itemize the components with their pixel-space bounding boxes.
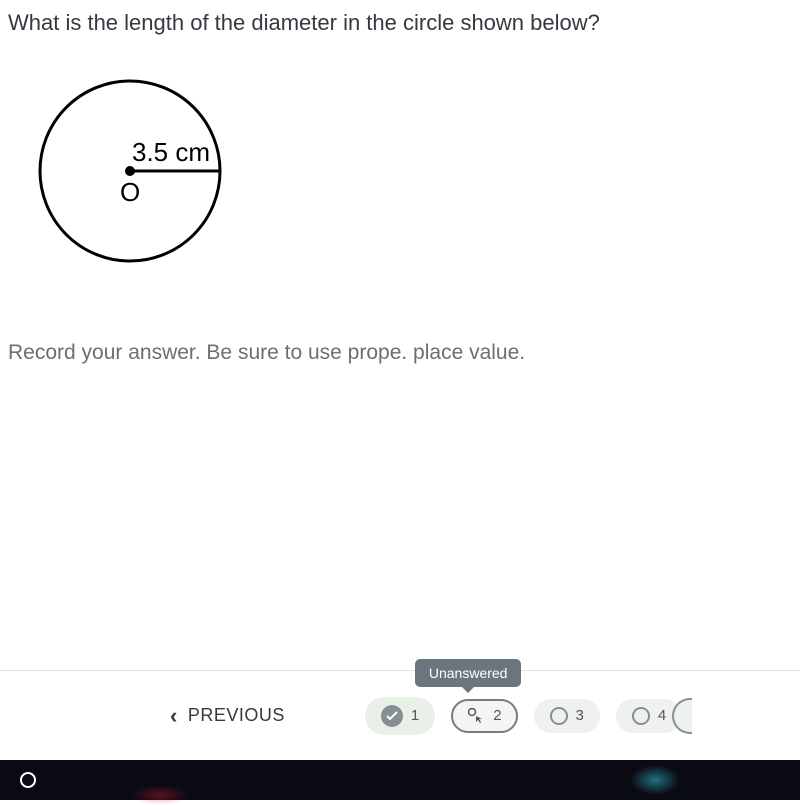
- radius-label: 3.5 cm: [132, 137, 210, 167]
- nav-item-number: 2: [493, 707, 501, 724]
- circle-indicator-icon: [550, 707, 568, 725]
- circle-indicator-icon: [632, 707, 650, 725]
- nav-item-2[interactable]: 2: [451, 699, 517, 733]
- chevron-left-icon: ‹: [170, 703, 178, 729]
- nav-item-number: 1: [411, 707, 419, 724]
- nav-item-number: 3: [576, 707, 584, 724]
- nav-item-number: 4: [658, 707, 666, 724]
- cursor-icon: [467, 707, 485, 725]
- question-nav-items: Unanswered 1 2 3 4: [365, 697, 682, 735]
- instruction-text: Record your answer. Be sure to use prope…: [0, 321, 800, 365]
- media-control-icon[interactable]: [20, 772, 36, 788]
- diagram-svg: 3.5 cm O: [20, 66, 260, 286]
- question-text: What is the length of the diameter in th…: [0, 10, 800, 56]
- media-bar: [0, 760, 800, 800]
- center-dot: [125, 166, 135, 176]
- center-label: O: [120, 177, 140, 207]
- navigation-bar: ‹ PREVIOUS Unanswered 1 2 3 4: [0, 670, 800, 760]
- unanswered-tooltip: Unanswered: [415, 659, 522, 687]
- previous-button[interactable]: ‹ PREVIOUS: [170, 703, 285, 729]
- teal-glow: [630, 765, 680, 795]
- nav-item-1[interactable]: 1: [365, 697, 435, 735]
- red-glow: [130, 785, 190, 805]
- question-content: What is the length of the diameter in th…: [0, 0, 800, 670]
- nav-item-3[interactable]: 3: [534, 699, 600, 733]
- check-icon: [381, 705, 403, 727]
- previous-label: PREVIOUS: [188, 705, 285, 726]
- circle-diagram: 3.5 cm O: [20, 66, 800, 291]
